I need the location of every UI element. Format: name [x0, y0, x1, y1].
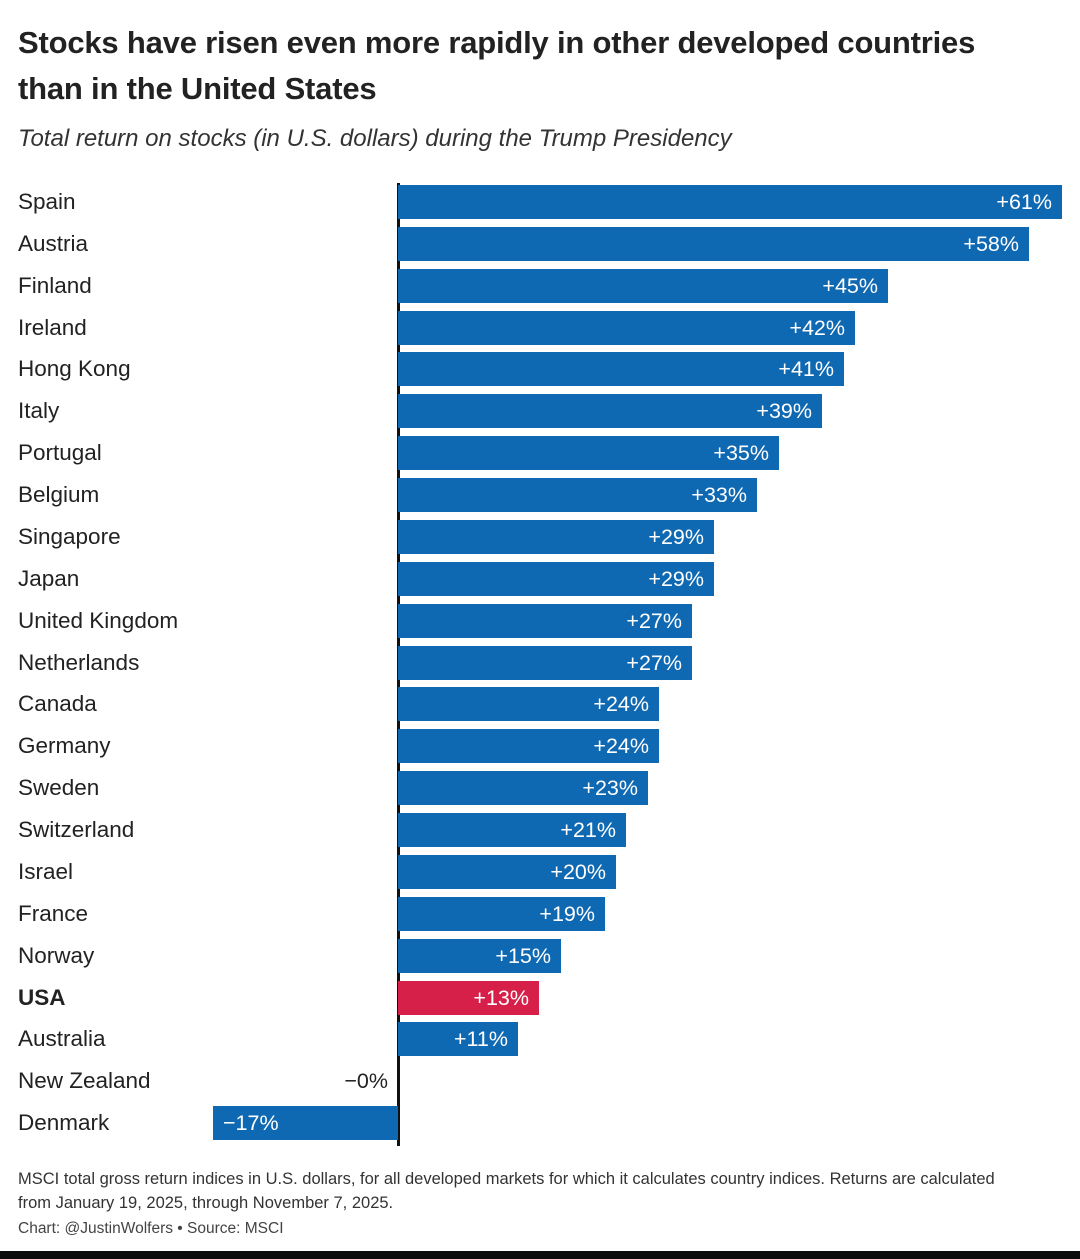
bar	[398, 226, 1029, 261]
country-label: Germany	[18, 733, 111, 759]
country-label: Israel	[18, 858, 74, 884]
value-label: +39%	[756, 399, 812, 424]
country-label: Spain	[18, 189, 76, 214]
bar-row: Denmark −17%	[0, 1104, 1080, 1146]
bar	[398, 980, 539, 1015]
bar-row: New Zealand −0%	[0, 1062, 1080, 1104]
bar	[398, 771, 648, 806]
value-label: +61%	[996, 190, 1052, 214]
country-label: Switzerland	[18, 817, 135, 843]
country-label: France	[18, 900, 89, 926]
value-label: +29%	[648, 566, 704, 591]
bar-row: Hong Kong +41%	[0, 350, 1080, 392]
bar	[398, 185, 1062, 219]
value-label: +23%	[582, 776, 638, 801]
bar-row: Ireland +42%	[0, 309, 1080, 351]
bar	[398, 645, 692, 680]
bar	[398, 561, 714, 596]
bar-row: Canada +24%	[0, 685, 1080, 727]
bar-row: France +19%	[0, 895, 1080, 937]
bar	[398, 352, 844, 387]
bar-chart: Spain +61% Austria +58% Finland +45% Ireland +4…	[0, 183, 1080, 1146]
bar	[398, 854, 616, 889]
bar	[398, 813, 626, 848]
bar	[398, 310, 855, 345]
bar	[398, 478, 757, 513]
country-label: USA	[18, 984, 66, 1010]
bar	[398, 1022, 518, 1057]
chart-credit: Chart: @JustinWolfers • Source: MSCI	[18, 1220, 284, 1237]
chart-title: Stocks have risen even more rapidly in o…	[18, 25, 976, 106]
country-label: New Zealand	[18, 1068, 151, 1094]
bar-row: Italy +39%	[0, 392, 1080, 434]
bar	[398, 436, 779, 471]
value-label: +27%	[626, 608, 682, 633]
value-label: +11%	[454, 1027, 508, 1052]
value-label: −17%	[223, 1111, 279, 1136]
chart-header: Stocks have risen even more rapidly in o…	[18, 20, 1038, 153]
value-label: +20%	[550, 859, 606, 884]
value-label: +58%	[963, 231, 1019, 256]
bottom-bar	[0, 1251, 1080, 1259]
bar-row: Australia +11%	[0, 1020, 1080, 1062]
value-label: +35%	[713, 441, 769, 466]
bar-row: USA +13%	[0, 979, 1080, 1021]
bar	[398, 729, 659, 764]
bar	[398, 896, 605, 931]
bar-row: Spain +61%	[0, 183, 1080, 225]
country-label: Singapore	[18, 523, 121, 549]
value-label: +24%	[593, 692, 649, 717]
value-label: +15%	[495, 943, 551, 968]
country-label: Sweden	[18, 775, 100, 801]
country-label: Portugal	[18, 440, 102, 466]
country-label: Japan	[18, 565, 80, 591]
bar	[213, 1106, 398, 1141]
country-label: Belgium	[18, 482, 100, 508]
bar-row: United Kingdom +27%	[0, 602, 1080, 644]
bar-row: Austria +58%	[0, 225, 1080, 267]
bar	[398, 603, 692, 638]
value-label: +29%	[648, 524, 704, 549]
value-label: +41%	[778, 357, 834, 382]
country-label: Denmark	[18, 1110, 110, 1136]
country-label: Netherlands	[18, 649, 140, 675]
value-label: +24%	[593, 734, 649, 759]
bar-row: Singapore +29%	[0, 518, 1080, 560]
bar	[398, 394, 822, 429]
bar-row: Sweden +23%	[0, 769, 1080, 811]
bar	[398, 938, 561, 973]
chart-footnote: MSCI total gross return indices in U.S. …	[18, 1170, 995, 1212]
country-label: Australia	[18, 1026, 106, 1052]
bar-row: Belgium +33%	[0, 476, 1080, 518]
bar-row: Israel +20%	[0, 853, 1080, 895]
value-label: −0%	[344, 1069, 388, 1094]
value-label: +33%	[691, 483, 747, 508]
bar	[398, 268, 888, 303]
bar-row: Switzerland +21%	[0, 811, 1080, 853]
bar	[398, 519, 714, 554]
chart-subtitle: Total return on stocks (in U.S. dollars)…	[18, 124, 732, 152]
country-label: Finland	[18, 272, 92, 298]
bar-row: Finland +45%	[0, 267, 1080, 309]
country-label: United Kingdom	[18, 607, 179, 633]
country-label: Norway	[18, 942, 95, 968]
bar-row: Germany +24%	[0, 727, 1080, 769]
value-label: +27%	[626, 650, 682, 675]
bar	[398, 687, 659, 722]
bar-row: Norway +15%	[0, 937, 1080, 979]
country-label: Ireland	[18, 314, 87, 340]
bar-row: Portugal +35%	[0, 434, 1080, 476]
country-label: Italy	[18, 398, 60, 424]
value-label: +13%	[473, 985, 529, 1010]
bar-row: Japan +29%	[0, 560, 1080, 602]
value-label: +21%	[560, 818, 616, 843]
value-label: +42%	[789, 315, 845, 340]
value-label: +19%	[539, 901, 595, 926]
country-label: Hong Kong	[18, 356, 131, 382]
country-label: Austria	[18, 230, 89, 256]
bar-row: Netherlands +27%	[0, 644, 1080, 686]
country-label: Canada	[18, 691, 97, 717]
value-label: +45%	[822, 273, 878, 298]
